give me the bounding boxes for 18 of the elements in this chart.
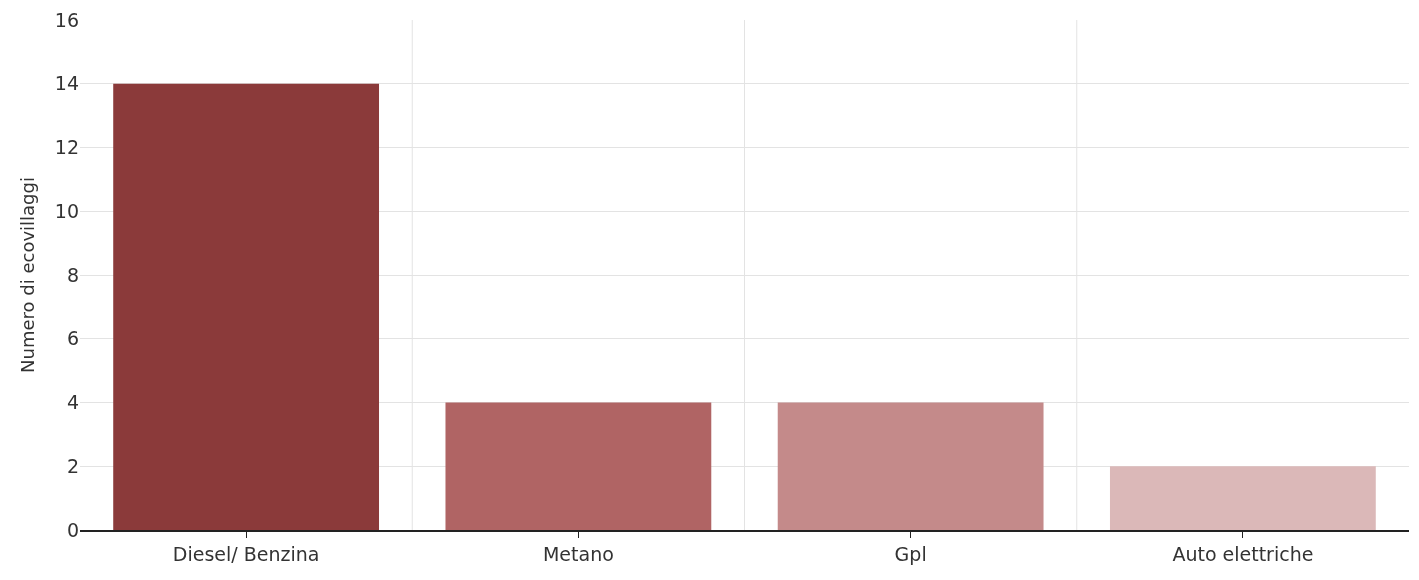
bar [777,402,1044,530]
y-tick-label: 4 [66,391,79,414]
y-tick-label: 6 [66,327,79,350]
y-tick-label: 2 [66,454,79,477]
y-tick-label: 16 [54,8,79,31]
y-tick-label: 10 [54,199,79,222]
y-axis-title: Numero di ecovillaggi [17,177,39,373]
x-tick-label: Diesel/ Benzina [172,542,320,565]
y-tick-label: 0 [66,518,79,541]
y-tick-label: 14 [54,72,79,95]
x-tick-label: Auto elettriche [1172,542,1314,565]
bar [113,83,380,530]
y-tick-label: 12 [54,136,79,159]
bar [445,402,712,530]
x-tick-label: Gpl [894,542,927,565]
x-tick-label: Metano [542,542,614,565]
y-tick-label: 8 [66,263,79,286]
bar [1109,466,1376,530]
